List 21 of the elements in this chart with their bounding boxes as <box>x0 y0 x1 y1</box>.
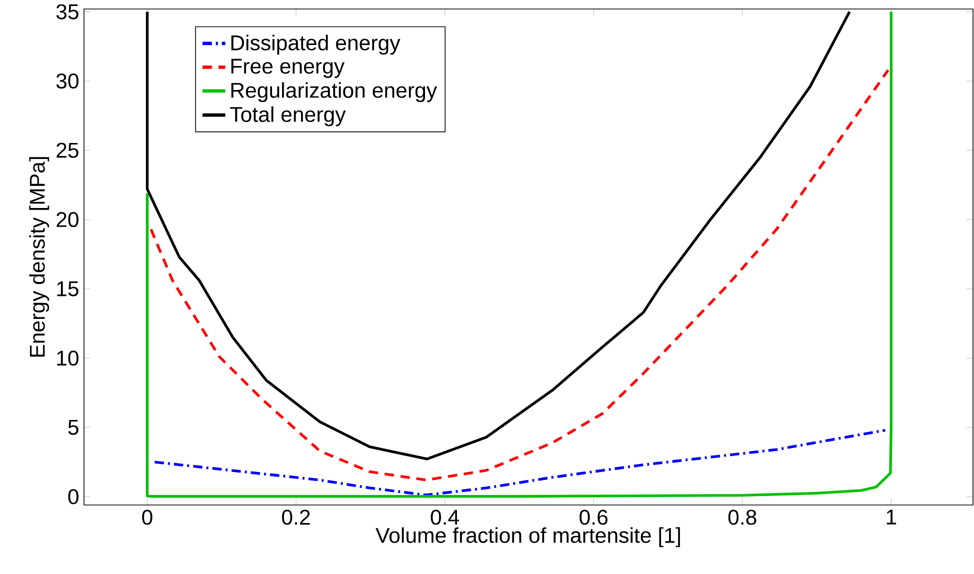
x-tick-label: 0.2 <box>282 510 310 525</box>
y-axis-title: Energy density [MPa] <box>29 157 50 357</box>
y-tick-label: 0 <box>68 489 78 504</box>
legend-label: Dissipated energy <box>231 34 400 55</box>
x-tick-label: 0.6 <box>580 510 608 525</box>
x-tick-label: 0 <box>142 510 152 525</box>
legend-label: Total energy <box>230 106 346 126</box>
y-tick-label: 10 <box>57 350 78 366</box>
x-tick-label: 0.8 <box>728 510 756 525</box>
line-series <box>153 428 887 496</box>
y-tick-label: 5 <box>68 420 78 435</box>
x-axis-title: Volume fraction of martensite [1] <box>376 527 680 548</box>
y-tick-label: 15 <box>57 281 78 296</box>
legend-label: Free energy <box>231 58 345 78</box>
x-tick-label: 0.4 <box>430 510 460 525</box>
legend-label: Regularization energy <box>231 82 438 102</box>
y-tick-label: 25 <box>56 142 78 158</box>
y-tick-label: 30 <box>56 73 78 89</box>
y-tick-label: 35 <box>56 4 78 20</box>
y-tick-label: 20 <box>56 212 78 228</box>
x-tick-label: 1 <box>886 510 896 524</box>
